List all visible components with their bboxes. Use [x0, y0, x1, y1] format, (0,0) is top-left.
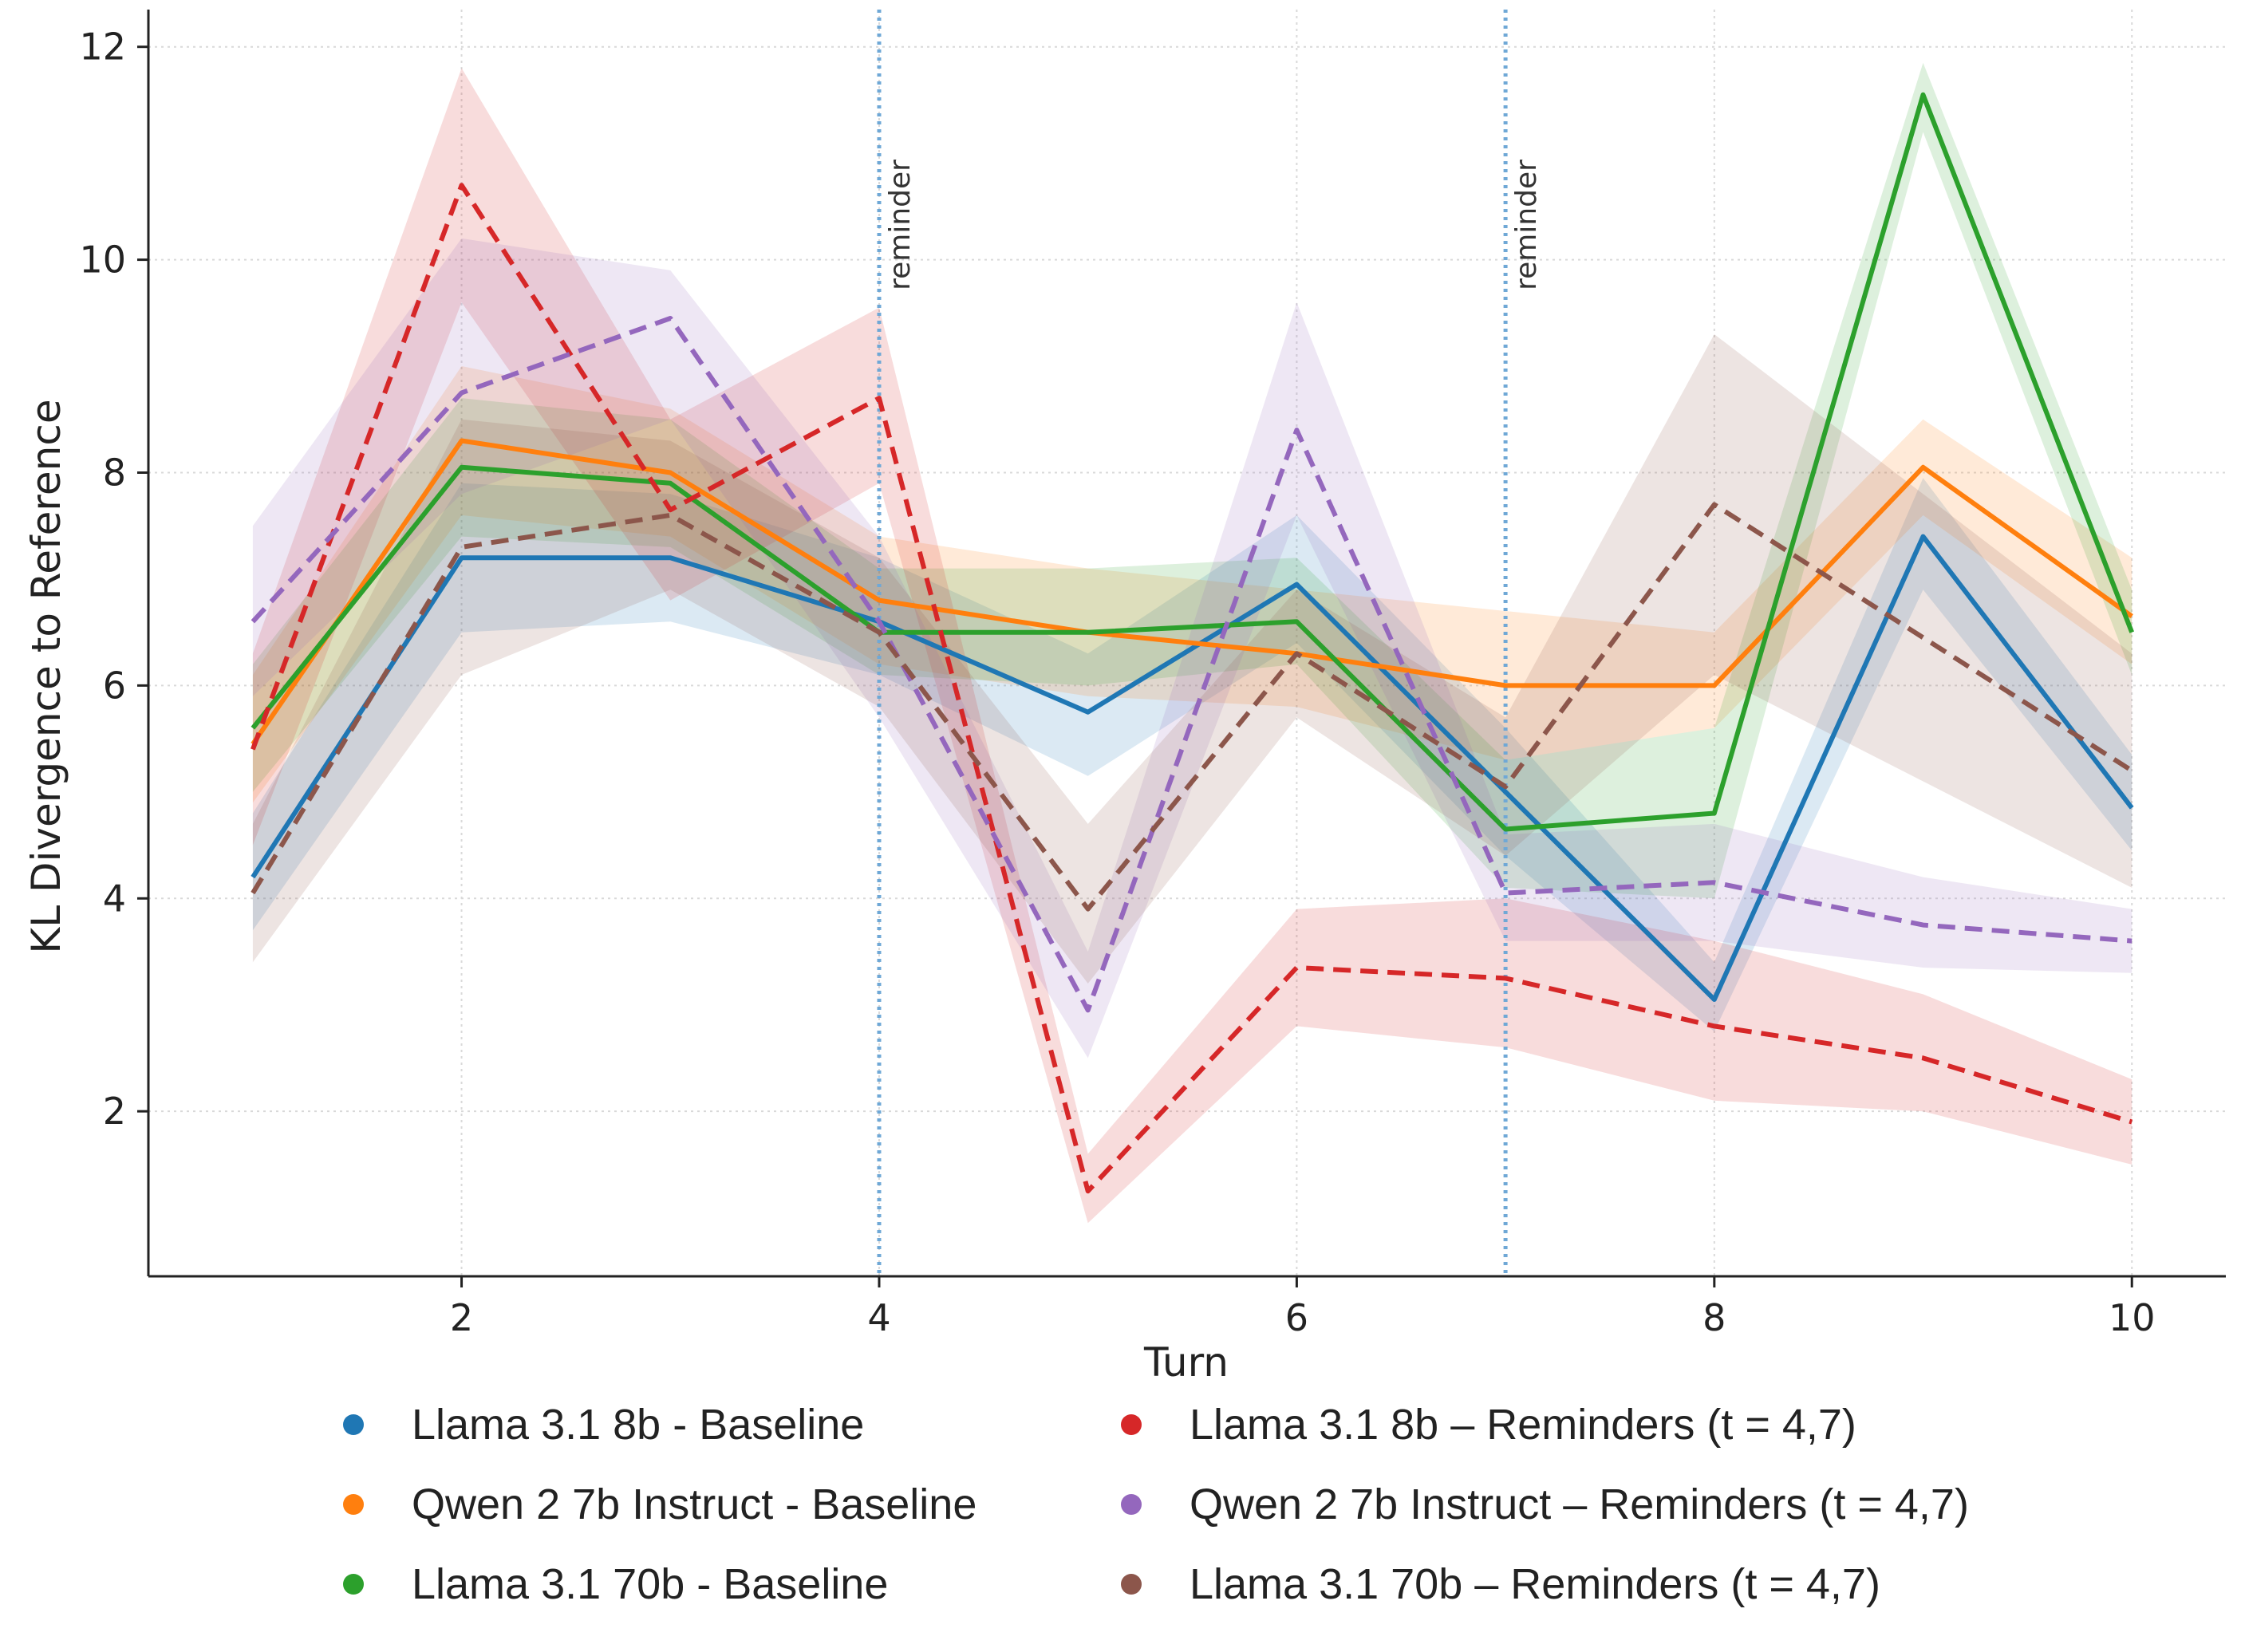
legend-label: Llama 3.1 8b – Reminders (t = 4,7) — [1190, 1401, 1856, 1449]
legend-marker — [343, 1494, 364, 1515]
y-tick-label: 6 — [103, 664, 126, 707]
y-tick-label: 8 — [103, 451, 126, 494]
reminder-label: reminder — [884, 160, 917, 290]
series-line-0 — [251, 534, 2134, 1002]
confidence-band-3 — [252, 68, 2133, 1224]
y-tick-label: 10 — [79, 239, 126, 282]
legend-item: Llama 3.1 8b - Baseline — [343, 1400, 864, 1449]
legend-item: Llama 3.1 70b – Reminders (t = 4,7) — [1121, 1559, 1880, 1609]
legend-marker — [1121, 1574, 1142, 1595]
confidence-band-5 — [252, 334, 2133, 984]
y-tick-label: 12 — [79, 26, 126, 69]
confidence-band-1 — [252, 366, 2133, 803]
x-axis-label: Turn — [1143, 1339, 1229, 1386]
legend-marker — [1121, 1494, 1142, 1515]
confidence-band-0 — [252, 478, 2133, 1032]
y-tick-label: 2 — [103, 1090, 126, 1133]
legend-item: Llama 3.1 70b - Baseline — [343, 1559, 888, 1609]
series-line-2 — [251, 92, 2134, 832]
legend-label: Llama 3.1 8b - Baseline — [412, 1401, 865, 1449]
x-tick-label: 10 — [2109, 1296, 2156, 1339]
reminder-lines: reminder reminder — [877, 10, 1543, 1276]
legend-marker — [343, 1414, 364, 1435]
legend-marker — [1121, 1414, 1142, 1435]
legend-marker — [343, 1574, 364, 1595]
legend-label: Llama 3.1 70b - Baseline — [412, 1560, 889, 1608]
legend-label: Qwen 2 7b Instruct - Baseline — [412, 1480, 977, 1528]
legend-item: Qwen 2 7b Instruct - Baseline — [343, 1480, 976, 1529]
y-tick-label: 4 — [103, 877, 126, 920]
series-line-1 — [251, 438, 2133, 746]
x-tick-label: 8 — [1702, 1296, 1726, 1339]
legend-label: Qwen 2 7b Instruct – Reminders (t = 4,7) — [1190, 1480, 1969, 1528]
x-tick-label: 4 — [867, 1296, 890, 1339]
legend: Llama 3.1 8b - Baseline Qwen 2 7b Instru… — [343, 1400, 2178, 1639]
x-tick-label: 2 — [450, 1296, 473, 1339]
reminder-label: reminder — [1510, 160, 1543, 290]
grid — [148, 10, 2226, 1276]
legend-item: Qwen 2 7b Instruct – Reminders (t = 4,7) — [1121, 1480, 1969, 1529]
legend-label: Llama 3.1 70b – Reminders (t = 4,7) — [1190, 1560, 1880, 1608]
series-line-5 — [251, 502, 2133, 912]
y-axis-label: KL Divergence to Reference — [23, 399, 69, 953]
x-tick-label: 6 — [1285, 1296, 1308, 1339]
legend-item: Llama 3.1 8b – Reminders (t = 4,7) — [1121, 1400, 1856, 1449]
axes: 2 4 6 8 10 2 4 6 8 10 12 — [79, 10, 2226, 1339]
series-line-3 — [251, 183, 2133, 1194]
series-line-4 — [251, 316, 2133, 1013]
series-lines — [251, 92, 2134, 1194]
